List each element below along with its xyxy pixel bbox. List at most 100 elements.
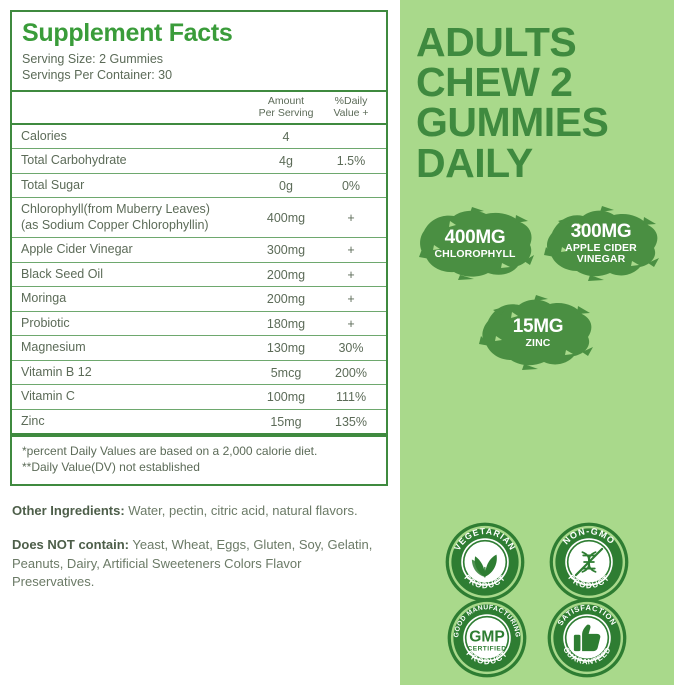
nutrient-amount: 0g xyxy=(250,173,322,199)
seal-vegetarian-product: VEGETARIAN PRODUCT xyxy=(445,522,525,602)
nutrient-amount: 200mg xyxy=(250,286,322,312)
nutrient-daily-value xyxy=(322,123,386,150)
nutrient-amount: 4 xyxy=(250,123,322,150)
dosage-badges-row: 400MG CHLOROPHYLL 300MG APPLE CIDER VINE… xyxy=(416,205,660,283)
nutrient-daily-value: 1.5% xyxy=(322,148,386,174)
nutrient-name: Total Carbohydrate xyxy=(12,148,250,174)
nutrient-amount: 300mg xyxy=(250,237,322,263)
does-not-contain-label: Does NOT contain: xyxy=(12,536,130,552)
ingredients-block: Other Ingredients: Water, pectin, citric… xyxy=(10,486,388,592)
seal-center-line1: GMP xyxy=(469,628,504,645)
dosage-badge-text: 15MG ZINC xyxy=(478,293,598,373)
brush-stroke-icon xyxy=(419,206,534,280)
seal-non-gmo-product: NON-GMO PRODUCT xyxy=(549,522,629,602)
thumbs-up-icon xyxy=(573,624,601,652)
nutrient-daily-value: + xyxy=(322,286,386,312)
nutrient-name: Probiotic xyxy=(12,311,250,337)
nutrient-amount: 130mg xyxy=(250,335,322,361)
badge-subtitle-line1: CHLOROPHYLL xyxy=(434,247,516,260)
promo-panel: ADULTS CHEW 2 GUMMIES DAILY 400MG CHLORO… xyxy=(400,0,674,685)
dna-crossed-icon xyxy=(574,547,604,577)
table-row: Total Carbohydrate 4g 1.5% xyxy=(12,148,386,174)
nutrition-table-body: Amount Per Serving %Daily Value + Calori… xyxy=(12,92,386,436)
seal-satisfaction-guaranteed: SATISFACTION GUARANTEED xyxy=(547,598,627,678)
table-row: Chlorophyll(from Muberry Leaves) (as Sodi… xyxy=(12,197,386,239)
footnote-dv-not-established: **Daily Value(DV) not established xyxy=(22,460,200,475)
badge-subtitle-line2: VINEGAR xyxy=(576,253,626,266)
column-header-spacer xyxy=(12,92,250,125)
nutrient-name: Vitamin B 12 xyxy=(12,360,250,386)
table-row: Vitamin B 12 5mcg 200% xyxy=(12,360,386,386)
seal-row-bottom: GOOD MANUFACTURING PRODUCT GMP CERTIFIED xyxy=(414,597,660,679)
nutrient-name: Black Seed Oil xyxy=(12,262,250,288)
nutrient-daily-value: 111% xyxy=(322,384,386,410)
badge-amount: 15MG xyxy=(512,316,564,338)
certification-seals: VEGETARIAN PRODUCT xyxy=(414,521,660,679)
seal-row-top: VEGETARIAN PRODUCT xyxy=(414,521,660,603)
nutrient-daily-value: 0% xyxy=(322,173,386,199)
footnote-daily-values: *percent Daily Values are based on a 2,0… xyxy=(22,444,318,459)
nutrient-name: Zinc xyxy=(12,409,250,436)
brush-stroke-icon xyxy=(544,205,659,281)
servings-per-container-text: Servings Per Container: 30 xyxy=(22,68,173,83)
footnote-box: *percent Daily Values are based on a 2,0… xyxy=(10,437,388,486)
nutrient-daily-value: 135% xyxy=(322,409,386,436)
table-row: Magnesium 130mg 30% xyxy=(12,335,386,361)
supplement-facts-box: Supplement Facts Serving Size: 2 Gummies… xyxy=(10,10,388,438)
nutrient-amount: 180mg xyxy=(250,311,322,337)
table-row: Total Sugar 0g 0% xyxy=(12,173,386,199)
table-row: Calories 4 xyxy=(12,123,386,150)
column-header-amount: Amount Per Serving xyxy=(250,92,322,125)
gmp-text-icon: GMP CERTIFIED xyxy=(468,628,507,652)
other-ingredients-text: Water, pectin, citric acid, natural flav… xyxy=(124,502,358,518)
table-row: Moringa 200mg + xyxy=(12,286,386,312)
nutrient-amount: 4g xyxy=(250,148,322,174)
nutrient-amount: 100mg xyxy=(250,384,322,410)
table-row: Zinc 15mg 135% xyxy=(12,409,386,436)
nutrient-name: Vitamin C xyxy=(12,384,250,410)
nutrient-daily-value: + xyxy=(322,237,386,263)
other-ingredients-label: Other Ingredients: xyxy=(12,502,125,518)
nutrient-name: Chlorophyll(from Muberry Leaves) (as Sodi… xyxy=(12,197,250,239)
table-row: Apple Cider Vinegar 300mg + xyxy=(12,237,386,263)
nutrient-daily-value: 30% xyxy=(322,335,386,361)
nutrient-daily-value: 200% xyxy=(322,360,386,386)
dosage-badge-zinc: 15MG ZINC xyxy=(478,293,598,373)
nutrient-amount: 5mcg xyxy=(250,360,322,386)
badge-amount: 400MG xyxy=(444,227,506,249)
dosage-badge-text: 400MG CHLOROPHYLL xyxy=(416,205,534,283)
supplement-facts-panel: Supplement Facts Serving Size: 2 Gummies… xyxy=(10,10,388,592)
does-not-contain-text: Yeast, Wheat, Eggs, Gluten, Soy, Gelatin… xyxy=(12,536,373,590)
seal-center-line2: CERTIFIED xyxy=(468,645,507,652)
promo-headline: ADULTS CHEW 2 GUMMIES DAILY xyxy=(416,19,660,186)
nutrient-amount: 400mg xyxy=(250,197,322,239)
dosage-badge-chlorophyll: 400MG CHLOROPHYLL xyxy=(416,205,534,283)
amount-header-line2: Per Serving xyxy=(258,107,314,119)
headline-line-2: CHEW 2 xyxy=(416,59,573,106)
nutrient-name: Moringa xyxy=(12,286,250,312)
nutrient-name: Magnesium xyxy=(12,335,250,361)
headline-line-4: DAILY xyxy=(416,139,533,186)
badge-subtitle-line1: ZINC xyxy=(525,336,551,349)
table-row: Probiotic 180mg + xyxy=(12,311,386,337)
headline-line-3: GUMMIES xyxy=(416,99,609,146)
nutrient-daily-value: + xyxy=(322,197,386,239)
dosage-badge-text: 300MG APPLE CIDER VINEGAR xyxy=(542,205,660,283)
headline-line-1: ADULTS xyxy=(416,19,577,65)
seal-gmp-certified: GOOD MANUFACTURING PRODUCT GMP CERTIFIED xyxy=(447,598,527,678)
supplement-facts-header: Supplement Facts Serving Size: 2 Gummies… xyxy=(12,12,386,93)
dv-header-line1: %Daily xyxy=(334,95,368,108)
nutrient-name: Apple Cider Vinegar xyxy=(12,237,250,263)
table-row: Black Seed Oil 200mg + xyxy=(12,262,386,288)
serving-size-text: Serving Size: 2 Gummies xyxy=(22,52,164,67)
nutrient-daily-value: + xyxy=(322,262,386,288)
nutrition-table: Amount Per Serving %Daily Value + Calori… xyxy=(12,92,386,436)
other-ingredients-paragraph: Other Ingredients: Water, pectin, citric… xyxy=(12,502,384,521)
table-column-header-row: Amount Per Serving %Daily Value + xyxy=(12,92,386,125)
dv-header-line2: Value + xyxy=(333,107,369,119)
nutrient-amount: 15mg xyxy=(250,409,322,436)
amount-header-line1: Amount xyxy=(267,95,305,108)
table-row: Vitamin C 100mg 111% xyxy=(12,384,386,410)
nutrient-daily-value: + xyxy=(322,311,386,337)
